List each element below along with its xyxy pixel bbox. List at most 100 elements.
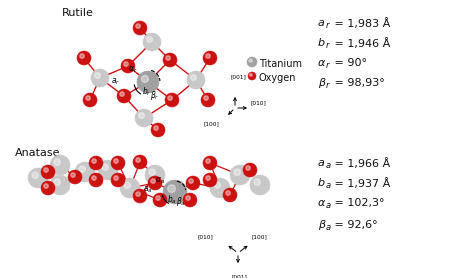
Text: a: a <box>326 201 331 210</box>
Circle shape <box>146 37 152 42</box>
Circle shape <box>41 165 55 179</box>
Text: α: α <box>318 198 325 208</box>
Text: [010]: [010] <box>198 234 214 239</box>
Circle shape <box>145 165 165 185</box>
Circle shape <box>135 109 153 127</box>
Text: $a_r$: $a_r$ <box>111 77 120 87</box>
Circle shape <box>136 24 140 28</box>
Circle shape <box>163 180 187 204</box>
Circle shape <box>250 74 252 76</box>
Circle shape <box>203 51 217 65</box>
Text: [010]: [010] <box>251 100 267 105</box>
Text: $b_a$: $b_a$ <box>167 194 177 206</box>
Text: a: a <box>318 158 325 168</box>
Circle shape <box>168 96 172 100</box>
Text: Oxygen: Oxygen <box>259 73 297 83</box>
Circle shape <box>92 159 96 163</box>
Circle shape <box>32 172 38 178</box>
Circle shape <box>210 178 230 198</box>
Circle shape <box>214 182 220 188</box>
Circle shape <box>136 158 140 162</box>
Circle shape <box>243 163 257 177</box>
Circle shape <box>89 173 103 187</box>
Text: b: b <box>318 38 325 48</box>
Circle shape <box>223 188 237 202</box>
Circle shape <box>148 176 162 190</box>
Text: $\alpha_a$: $\alpha_a$ <box>155 176 165 186</box>
Circle shape <box>143 33 161 51</box>
Circle shape <box>250 175 270 195</box>
Text: = 1,946 Å: = 1,946 Å <box>331 38 391 49</box>
Circle shape <box>44 168 48 172</box>
Circle shape <box>254 179 260 185</box>
Circle shape <box>187 71 205 89</box>
Text: Anatase: Anatase <box>15 148 61 158</box>
Text: [001]: [001] <box>231 74 247 79</box>
Circle shape <box>54 179 60 185</box>
Circle shape <box>230 165 250 185</box>
Circle shape <box>206 176 210 180</box>
Text: [100]: [100] <box>204 121 220 126</box>
Circle shape <box>204 96 208 100</box>
Circle shape <box>189 179 193 183</box>
Circle shape <box>75 162 95 182</box>
Circle shape <box>168 185 175 192</box>
Circle shape <box>111 156 125 170</box>
Text: a: a <box>326 161 331 170</box>
Circle shape <box>92 176 96 180</box>
Text: [100]: [100] <box>252 234 268 239</box>
Text: = 92,6°: = 92,6° <box>331 220 378 230</box>
Circle shape <box>89 156 103 170</box>
Text: = 102,3°: = 102,3° <box>331 198 384 208</box>
Circle shape <box>163 53 177 67</box>
Circle shape <box>234 169 240 175</box>
Circle shape <box>102 164 109 170</box>
Circle shape <box>153 193 167 207</box>
Circle shape <box>44 184 48 188</box>
Circle shape <box>28 168 48 188</box>
Circle shape <box>83 93 97 107</box>
Text: [001]: [001] <box>232 274 248 278</box>
Circle shape <box>138 113 145 118</box>
Text: $\alpha_r$: $\alpha_r$ <box>128 65 138 75</box>
Circle shape <box>149 169 155 175</box>
Circle shape <box>50 175 70 195</box>
Circle shape <box>191 75 196 80</box>
Circle shape <box>247 57 257 67</box>
Text: b: b <box>318 178 325 188</box>
Circle shape <box>156 196 160 200</box>
Circle shape <box>186 196 190 200</box>
Circle shape <box>54 159 60 165</box>
Text: = 90°: = 90° <box>331 58 367 68</box>
Circle shape <box>91 69 109 87</box>
Circle shape <box>206 54 210 58</box>
Circle shape <box>121 59 135 73</box>
Text: = 98,93°: = 98,93° <box>331 78 385 88</box>
Circle shape <box>249 59 252 62</box>
Circle shape <box>137 71 159 93</box>
Text: Titanium: Titanium <box>259 59 302 69</box>
Circle shape <box>124 62 128 66</box>
Circle shape <box>248 72 256 80</box>
Circle shape <box>95 73 100 78</box>
Circle shape <box>77 51 91 65</box>
Circle shape <box>117 89 131 103</box>
Circle shape <box>114 176 118 180</box>
Circle shape <box>186 176 200 190</box>
Circle shape <box>50 155 70 175</box>
Text: a: a <box>326 181 331 190</box>
Circle shape <box>120 92 124 96</box>
Text: = 1,966 Å: = 1,966 Å <box>331 158 390 169</box>
Text: r: r <box>326 41 329 50</box>
Circle shape <box>120 178 140 198</box>
Circle shape <box>79 166 85 172</box>
Circle shape <box>203 173 217 187</box>
Circle shape <box>133 21 147 35</box>
Circle shape <box>133 189 147 203</box>
Text: Rutile: Rutile <box>62 8 94 18</box>
Circle shape <box>183 193 197 207</box>
Circle shape <box>151 123 165 137</box>
Text: $b_r$: $b_r$ <box>142 86 152 98</box>
Circle shape <box>86 96 90 100</box>
Text: $a_a$: $a_a$ <box>143 185 153 195</box>
